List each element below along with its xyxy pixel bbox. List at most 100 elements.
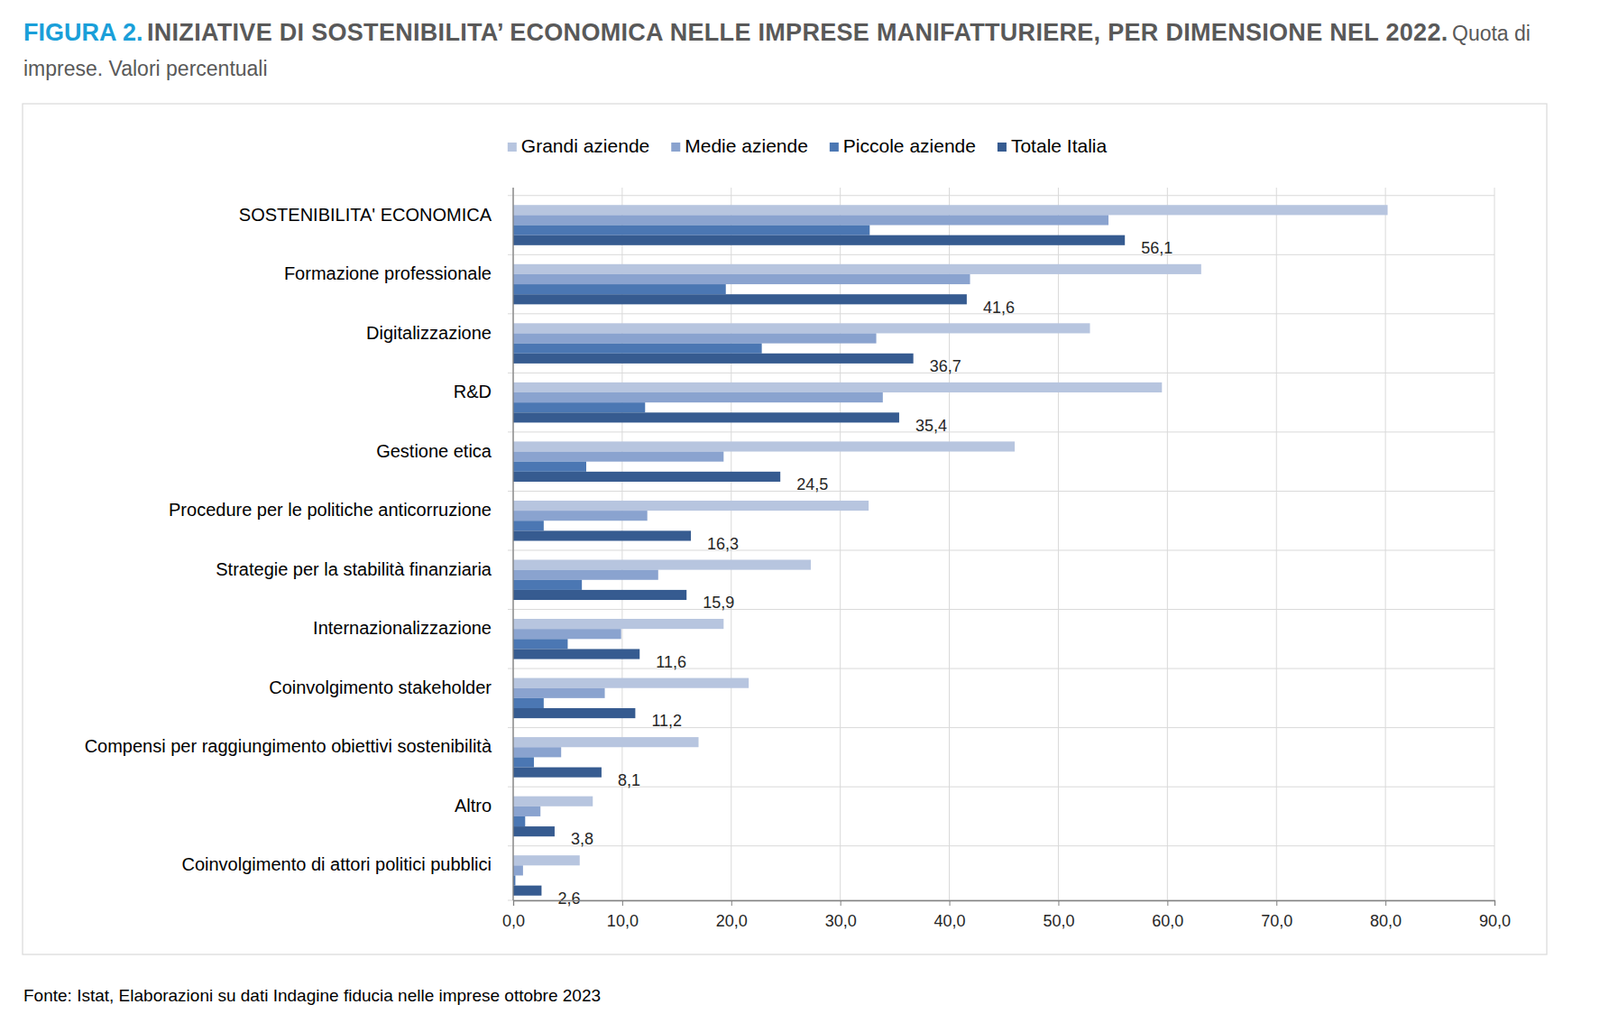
x-tick-mark [1276,900,1278,906]
category-label: Internazionalizzazione [312,617,492,638]
bar [513,698,544,709]
category-separator [507,194,1495,196]
bar [513,214,1109,225]
x-tick: 60,0 [1151,900,1184,930]
bar [513,648,640,659]
x-tick-mark [622,900,624,906]
grid-line [1057,187,1059,901]
grid-line [1385,187,1387,901]
x-tick-label: 40,0 [934,911,966,930]
legend-item: Medie aziende [671,135,809,157]
bar [513,855,580,865]
x-tick: 10,0 [606,900,639,930]
x-tick-mark [731,900,733,906]
legend-label: Grandi aziende [521,135,650,157]
x-tick-mark [840,900,842,906]
title: INIZIATIVE DI SOSTENIBILITA’ ECONOMICA N… [147,18,1449,46]
legend-swatch [671,142,681,152]
legend-item: Totale Italia [997,135,1108,157]
figure-label: FIGURA 2. [23,18,144,46]
x-tick-mark [1385,900,1387,906]
category-label: Compensi per raggiungimento obiettivi so… [84,735,493,756]
y-tick: Strategie per la stabilità finanziaria [215,559,514,580]
category-label: Coinvolgimento stakeholder [268,677,492,698]
x-tick-label: 80,0 [1370,911,1402,930]
category-label: SOSTENIBILITA' ECONOMICA [239,204,493,225]
bar [513,826,555,837]
bar [513,392,883,403]
data-label: 8,1 [617,771,641,790]
bar [513,688,606,699]
series-bars [513,214,1109,875]
y-tick: R&D [453,381,514,403]
legend-label: Piccole aziende [843,135,976,157]
category-label: Coinvolgimento di attori politici pubbli… [181,854,492,874]
x-tick-label: 60,0 [1151,911,1184,930]
bar [513,451,724,462]
legend-item: Grandi aziende [507,135,650,157]
y-axis-line [512,187,514,901]
data-label: 24,5 [796,475,828,494]
category-label: Procedure per le politiche anticorruzion… [168,499,492,520]
legend-label: Medie aziende [684,135,809,157]
data-label: 2,6 [557,889,580,908]
y-tick: Formazione professionale [284,263,514,285]
bar [513,382,1162,393]
x-tick-label: 50,0 [1042,911,1075,930]
data-label: 36,7 [929,357,962,376]
bar [513,885,542,896]
legend-label: Totale Italia [1011,135,1108,157]
bar [513,589,687,600]
data-label: 56,1 [1140,239,1173,258]
bar [513,559,811,570]
y-tick: Gestione etica [376,441,514,462]
category-label: Gestione etica [376,441,493,461]
y-tick: Coinvolgimento stakeholder [268,677,514,699]
category-label: Altro [454,795,492,816]
bar [513,638,568,649]
data-label: 3,8 [570,829,594,848]
bar [513,471,781,482]
category-separator [507,550,1495,552]
x-tick: 0,0 [502,900,525,930]
data-label: 11,6 [655,652,687,672]
legend-swatch [997,142,1007,152]
category-separator [507,845,1495,846]
bar [513,274,971,285]
bar [513,708,635,718]
x-tick-mark [513,900,515,906]
y-tick: Coinvolgimento di attori politici pubbli… [181,854,514,875]
grid-line [513,187,515,901]
series-bars [513,235,1125,896]
bar [513,343,763,354]
x-axis-line [514,901,1496,907]
y-tick: Procedure per le politiche anticorruzion… [168,499,514,521]
bar [513,510,648,521]
series-bars [513,225,870,886]
bar [513,412,900,423]
x-tick-label: 10,0 [606,911,639,930]
data-label: 15,9 [702,593,735,612]
bar [513,322,1091,333]
bar [513,678,749,689]
bar [513,570,659,580]
data-label: 41,6 [983,298,1015,317]
category-separator [507,431,1495,433]
bar [513,461,587,472]
grid-line [1167,187,1168,901]
x-tick-mark [1057,900,1059,906]
category-label: Strategie per la stabilità finanziaria [215,559,493,580]
bar [513,628,622,639]
chart-frame [22,103,1547,955]
bar [513,746,561,757]
x-tick: 40,0 [934,900,966,930]
legend-item: Piccole aziende [829,135,976,157]
bar [513,530,691,541]
x-tick: 80,0 [1370,900,1402,930]
bar [513,796,593,807]
category-separator [507,254,1495,256]
x-axis: 0,010,020,030,040,050,060,070,080,090,0 [502,900,1511,930]
grid [513,187,1495,901]
header: FIGURA 2. INIZIATIVE DI SOSTENIBILITA’ E… [23,16,1593,88]
bar [513,618,724,629]
